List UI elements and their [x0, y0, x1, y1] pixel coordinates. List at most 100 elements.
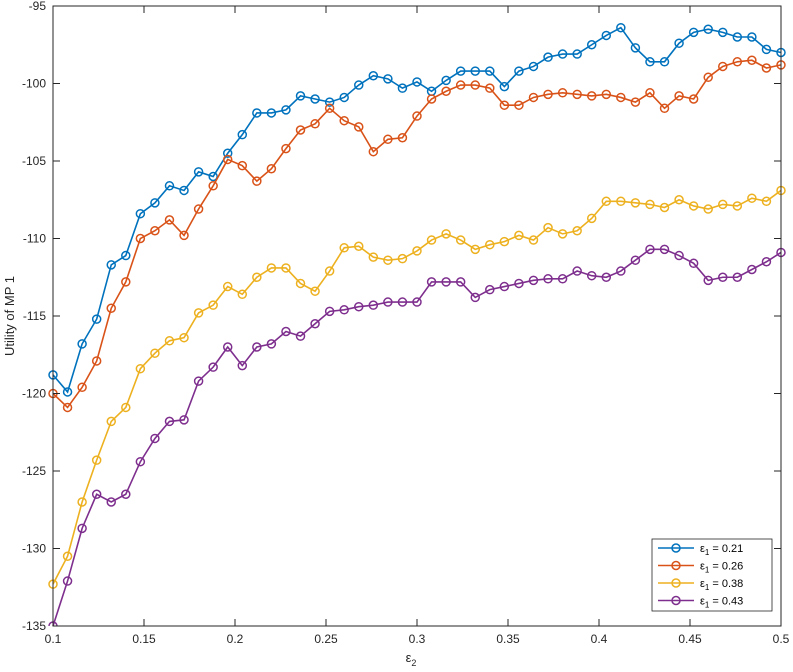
data-point	[688, 27, 699, 38]
y-tick-label: -110	[23, 232, 46, 246]
data-point	[295, 331, 306, 341]
y-tick-label: -120	[22, 387, 46, 401]
data-point	[630, 43, 641, 53]
data-point	[164, 215, 175, 225]
data-point	[761, 44, 772, 55]
data-point	[339, 243, 349, 253]
data-point	[222, 154, 233, 165]
data-point	[514, 230, 524, 241]
data-point	[397, 297, 408, 307]
data-point	[91, 314, 102, 324]
data-point	[688, 201, 699, 211]
legend-entry: ε1 = 0.38	[658, 578, 743, 592]
legend-label: ε1 = 0.43	[700, 596, 743, 610]
data-point	[645, 57, 655, 67]
data-point	[514, 100, 524, 110]
data-point	[208, 171, 218, 182]
data-point	[164, 336, 175, 346]
data-point	[586, 270, 597, 281]
data-point	[179, 332, 189, 343]
data-point	[222, 148, 233, 158]
y-axis-tick-labels: -135 -130 -125 -120 -115 -110 -105 -100 -95	[22, 0, 46, 633]
data-point	[193, 204, 204, 214]
data-point	[732, 272, 743, 282]
data-point	[179, 185, 189, 196]
data-point	[616, 266, 626, 276]
data-point	[747, 264, 757, 275]
data-point	[266, 108, 277, 118]
data-point	[310, 119, 320, 129]
data-point	[572, 266, 582, 276]
data-point	[106, 260, 116, 270]
legend-marker	[671, 595, 681, 606]
data-point	[586, 213, 597, 224]
data-point	[616, 22, 626, 33]
series-1	[48, 22, 786, 397]
data-point	[295, 125, 306, 135]
data-point	[339, 115, 349, 126]
data-point	[368, 252, 379, 262]
series-4	[48, 244, 786, 626]
data-point	[368, 300, 379, 310]
data-point	[659, 202, 670, 213]
data-point	[135, 456, 146, 467]
legend-entry: ε1 = 0.21	[658, 543, 743, 557]
y-tick-label: -135	[22, 619, 46, 633]
data-point	[732, 201, 743, 211]
legend-marker	[671, 578, 681, 588]
data-point	[179, 415, 189, 425]
data-point	[310, 94, 320, 104]
data-point	[252, 272, 262, 282]
x-axis-tick-labels: 0.1 0.15 0.2 0.25 0.3 0.35 0.4 0.45 0.5	[45, 632, 790, 646]
x-axis-label-symbol: ε	[406, 650, 412, 665]
data-point	[383, 74, 393, 84]
data-point	[208, 362, 218, 372]
data-point	[499, 236, 510, 247]
x-tick-label: 0.5	[773, 632, 790, 646]
data-point	[441, 86, 451, 96]
data-point	[77, 339, 87, 349]
data-point	[368, 146, 379, 157]
data-point	[121, 489, 131, 499]
data-point	[441, 75, 451, 86]
data-point	[703, 204, 713, 214]
data-point	[150, 433, 160, 444]
data-point	[703, 72, 713, 83]
data-point	[543, 52, 553, 62]
data-point	[572, 226, 582, 236]
data-point	[485, 66, 495, 76]
data-point	[62, 551, 73, 561]
y-tick-label: -105	[22, 154, 46, 168]
data-point	[674, 91, 684, 101]
data-point	[193, 376, 204, 386]
data-point	[106, 416, 116, 427]
data-point	[470, 292, 480, 303]
data-point	[266, 339, 277, 349]
data-point	[514, 278, 524, 289]
series-line	[52, 59, 782, 409]
data-point	[543, 222, 553, 233]
data-point	[383, 134, 393, 145]
data-point	[252, 176, 262, 186]
data-point	[528, 92, 539, 103]
data-point	[645, 88, 655, 98]
series-3	[48, 185, 786, 589]
data-point	[412, 246, 422, 256]
data-point	[455, 235, 466, 245]
data-point	[485, 284, 495, 295]
data-point	[674, 195, 684, 205]
data-point	[339, 92, 349, 103]
data-point	[281, 105, 291, 115]
x-tick-label: 0.35	[496, 632, 520, 646]
data-point	[499, 281, 510, 292]
data-point	[295, 278, 306, 289]
data-point	[339, 305, 349, 315]
data-point	[616, 92, 626, 103]
data-point	[252, 108, 262, 118]
data-point	[630, 198, 641, 208]
data-point	[747, 193, 757, 203]
data-point	[135, 208, 146, 219]
data-point	[193, 308, 204, 318]
data-point	[164, 416, 175, 427]
